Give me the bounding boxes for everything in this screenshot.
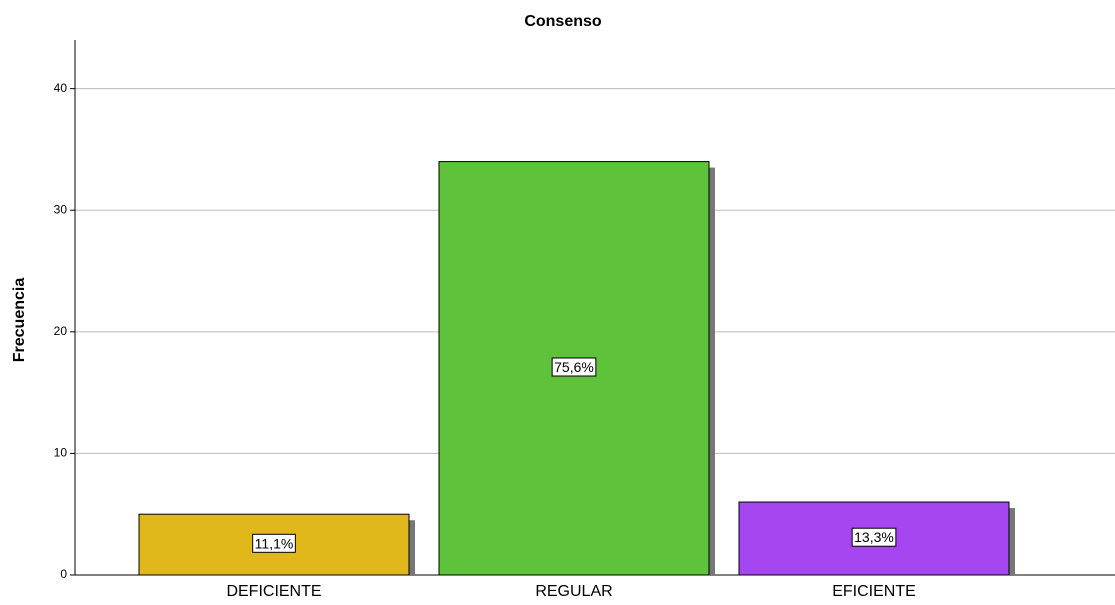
bar-label-box <box>252 533 296 553</box>
y-axis-label: Frecuencia <box>11 278 28 363</box>
chart-title: Consenso <box>524 13 602 30</box>
bar-label-box <box>851 527 897 547</box>
x-tick-label: REGULAR <box>535 583 612 600</box>
bar-label: 13,3% <box>854 529 894 545</box>
x-tick-label: DEFICIENTE <box>226 583 321 600</box>
x-tick-label: EFICIENTE <box>832 583 916 600</box>
y-tick-label: 30 <box>54 202 68 216</box>
bar-label: 75,6% <box>554 359 594 375</box>
y-tick-label: 20 <box>54 324 68 338</box>
y-tick-label: 0 <box>60 567 67 581</box>
y-tick-label: 40 <box>54 81 68 95</box>
y-tick-label: 10 <box>54 446 68 460</box>
bar-label: 11,1% <box>255 535 294 551</box>
bar-label-box <box>551 357 597 377</box>
